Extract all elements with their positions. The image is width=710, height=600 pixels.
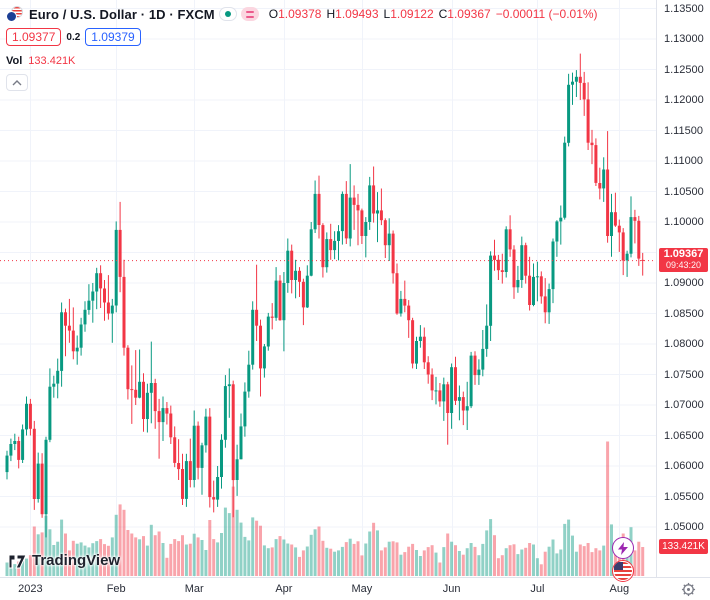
price-tick-label: 1.08500 <box>664 307 704 320</box>
time-tick-label: Jul <box>530 583 545 595</box>
instant-order-lightning-button[interactable] <box>612 537 634 559</box>
us-flag-icon <box>614 562 632 580</box>
price-tick-label: 1.07000 <box>664 399 704 411</box>
price-tick-label: 1.08000 <box>664 338 704 350</box>
volume-axis-label: 133.421K <box>659 539 708 555</box>
low-value: 1.09122 <box>390 7 434 21</box>
price-tick-label: 1.11500 <box>664 124 703 137</box>
time-axis-settings-gear-icon[interactable] <box>681 582 696 597</box>
time-tick-label: 2023 <box>18 583 43 595</box>
time-axis[interactable]: 2023 Feb Mar Apr May Jun Jul Aug <box>0 577 710 600</box>
price-tick-label: 1.06000 <box>664 460 704 472</box>
time-tick-label: May <box>351 583 373 595</box>
price-tick-label: 1.06500 <box>664 429 704 442</box>
eurusd-pair-logo-icon <box>6 6 23 22</box>
low-label: L <box>383 7 391 21</box>
ohlc-readout: O1.09378 H1.09493 L1.09122 C1.09367 −0.0… <box>269 7 598 21</box>
lightning-bolt-icon <box>618 541 628 555</box>
high-label: H <box>326 7 336 21</box>
tradingview-watermark[interactable]: TradingView <box>8 552 120 569</box>
price-tick-label: 1.12500 <box>664 63 704 76</box>
time-tick-label: Aug <box>609 583 630 595</box>
sell-bid-button[interactable]: 1.09377 <box>6 28 62 46</box>
time-tick-label: Mar <box>184 583 204 595</box>
price-tick-label: 1.12000 <box>664 94 704 106</box>
change-value: −0.00011 (−0.01%) <box>495 7 598 21</box>
price-tick-label: 1.13000 <box>664 33 704 45</box>
time-tick-label: Feb <box>106 583 126 595</box>
price-tick-label: 1.10000 <box>664 216 704 228</box>
chart-legend: Euro / U.S. Dollar · 1D · FXCM O1.09378 … <box>6 4 598 91</box>
open-label: O <box>268 7 279 21</box>
delayed-data-icon[interactable] <box>240 7 259 21</box>
price-axis[interactable]: 1.13500 1.13000 1.12500 1.12000 1.11500 1.110… <box>656 0 710 577</box>
symbol-title[interactable]: Euro / U.S. Dollar · 1D · FXCM <box>29 6 215 22</box>
high-value: 1.09493 <box>335 7 379 21</box>
price-tick-label: 1.09000 <box>664 277 704 289</box>
price-tick-label: 1.10500 <box>664 185 704 198</box>
candle-countdown: 09:43:20 <box>665 259 702 270</box>
price-tick-label: 1.05000 <box>664 521 704 533</box>
spread-value: 0.2 <box>66 31 81 43</box>
volume-indicator-label[interactable]: Vol <box>6 55 23 67</box>
price-tick-label: 1.11000 <box>664 155 703 167</box>
close-label: C <box>438 7 448 21</box>
tradingview-brand-text: TradingView <box>32 552 121 569</box>
price-tick-label: 1.05500 <box>664 490 704 503</box>
close-value: 1.09367 <box>447 7 491 21</box>
market-open-status-icon[interactable] <box>218 7 237 21</box>
candlestick-chart[interactable] <box>0 0 656 577</box>
last-price-label: 1.09367 09:43:20 <box>659 247 708 272</box>
price-tick-label: 1.07500 <box>664 368 704 381</box>
price-tick-label: 1.13500 <box>664 2 704 15</box>
buy-ask-button[interactable]: 1.09379 <box>85 28 141 46</box>
us-session-flag-button[interactable] <box>612 560 634 582</box>
collapse-legend-button[interactable] <box>6 74 28 91</box>
chevron-up-icon <box>12 79 22 85</box>
last-price-value: 1.09367 <box>663 247 704 260</box>
time-tick-label: Apr <box>275 583 293 595</box>
time-tick-label: Jun <box>442 583 461 595</box>
volume-indicator-value: 133.421K <box>28 55 76 67</box>
open-value: 1.09378 <box>278 7 322 21</box>
tradingview-logo-icon <box>8 554 27 569</box>
